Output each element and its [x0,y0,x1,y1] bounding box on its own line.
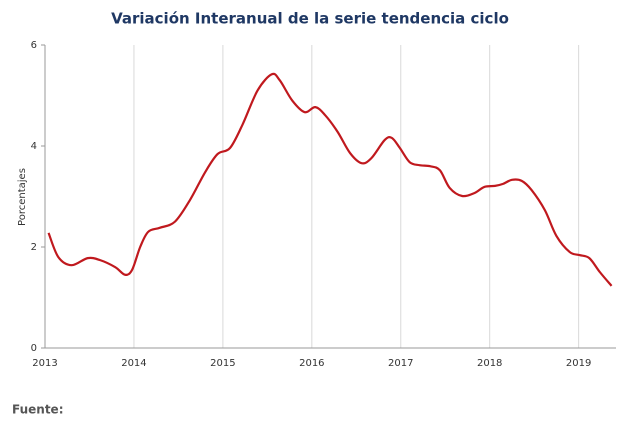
y-tick-label: 4 [31,141,37,152]
y-tick-label: 0 [31,343,37,354]
chart-title: Variación Interanual de la serie tendenc… [111,10,509,28]
x-tick-label: 2017 [388,358,413,369]
x-tick-label: 2018 [477,358,502,369]
y-tick-label: 2 [31,242,37,253]
line [47,72,613,287]
y-tick-label: 6 [31,40,37,51]
x-tick-label: 2015 [210,358,235,369]
x-tick-label: 2013 [32,358,57,369]
y-axis-label: Porcentajes [17,168,28,226]
x-tick-label: 2016 [299,358,324,369]
x-tick-label: 2019 [566,358,591,369]
source: Fuente: [12,403,64,417]
x-tick-label: 2014 [121,358,146,369]
